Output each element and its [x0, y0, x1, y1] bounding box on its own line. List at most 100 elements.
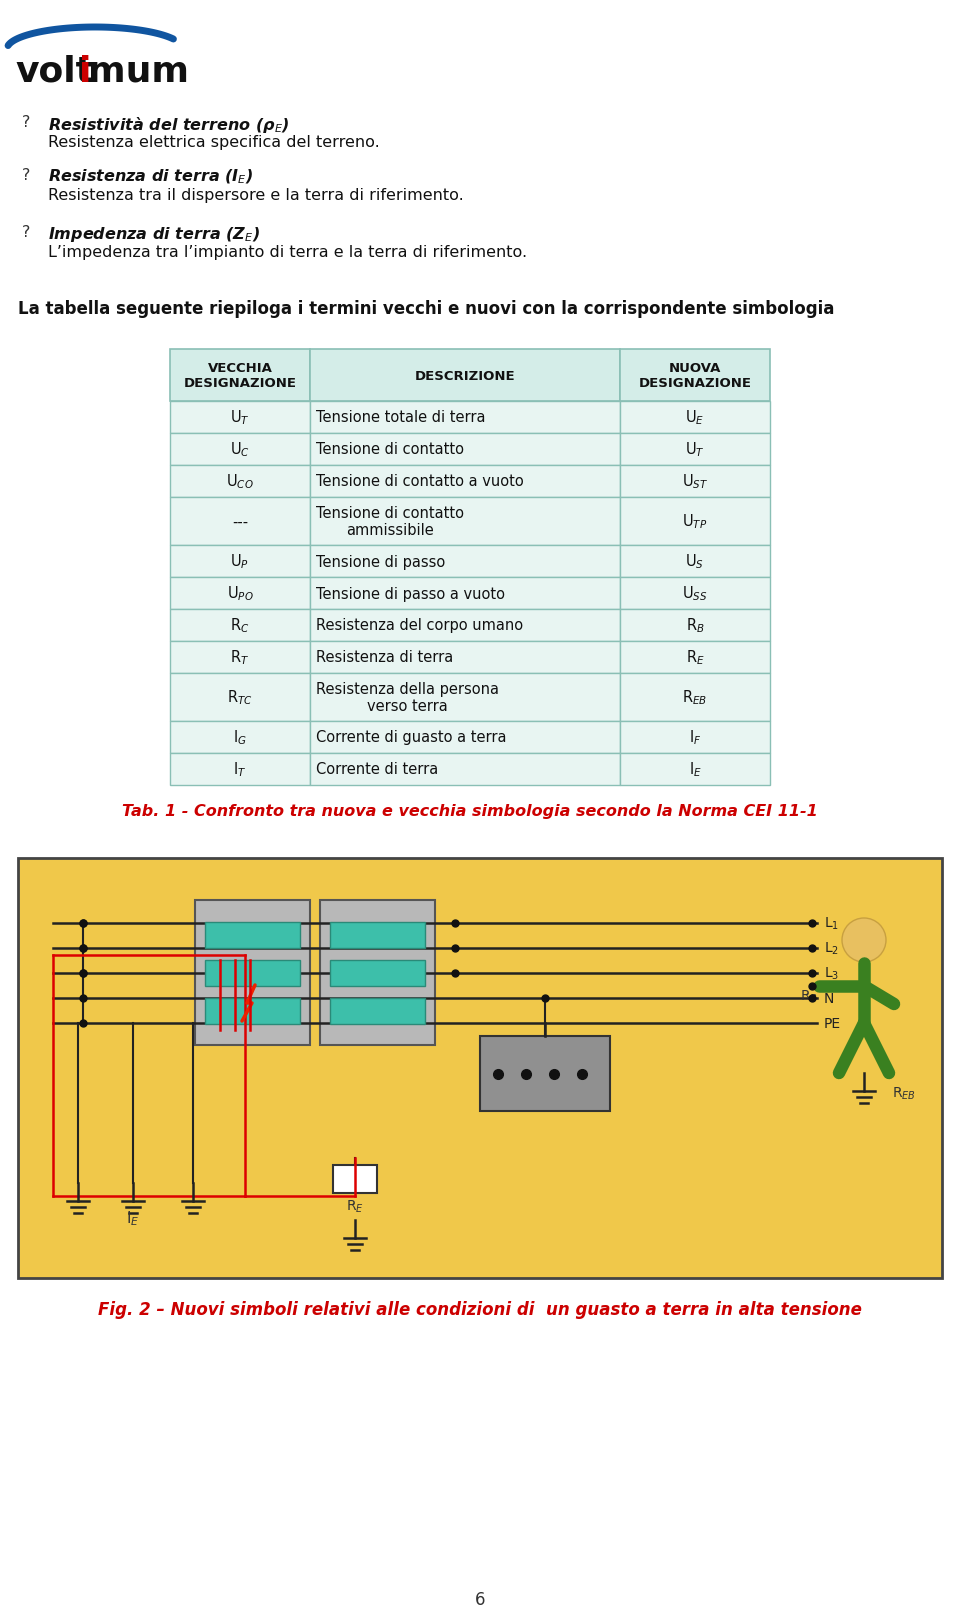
Text: U$_S$: U$_S$ [685, 552, 705, 571]
Bar [310, 545, 620, 578]
Bar [330, 961, 425, 987]
Bar [620, 674, 770, 722]
Bar [195, 901, 310, 1045]
Text: VECCHIA
DESIGNAZIONE: VECCHIA DESIGNAZIONE [183, 362, 297, 390]
Text: U$_{ST}$: U$_{ST}$ [682, 472, 708, 492]
Text: Tensione di contatto
ammissibile: Tensione di contatto ammissibile [316, 505, 464, 537]
Text: Resistenza di terra: Resistenza di terra [316, 651, 453, 665]
Text: U$_T$: U$_T$ [685, 440, 705, 459]
Text: Tensione di passo a vuoto: Tensione di passo a vuoto [316, 586, 505, 601]
Text: I$_F$: I$_F$ [688, 729, 701, 747]
Text: U$_{SS}$: U$_{SS}$ [683, 584, 708, 604]
Bar [310, 351, 620, 403]
Text: L$_3$: L$_3$ [824, 966, 839, 982]
Text: Tab. 1 - Confronto tra nuova e vecchia simbologia secondo la Norma CEI 11-1: Tab. 1 - Confronto tra nuova e vecchia s… [122, 803, 818, 818]
Text: R$_T$: R$_T$ [230, 648, 250, 667]
Circle shape [842, 919, 886, 962]
Text: volt: volt [15, 55, 93, 89]
Text: U$_T$: U$_T$ [230, 409, 250, 427]
Bar [330, 998, 425, 1024]
Text: i: i [79, 55, 91, 89]
Text: 6: 6 [475, 1591, 485, 1608]
Bar [310, 722, 620, 753]
Text: R$_E$: R$_E$ [346, 1198, 364, 1214]
Bar [310, 498, 620, 545]
Text: L$_2$: L$_2$ [824, 940, 839, 956]
Bar [620, 545, 770, 578]
Bar [205, 922, 300, 948]
Bar [170, 433, 310, 466]
Bar [205, 961, 300, 987]
Bar [310, 753, 620, 786]
Bar [170, 578, 310, 610]
Text: Resistività del terreno (ρ$_E$): Resistività del terreno (ρ$_E$) [48, 115, 290, 135]
Text: Resistenza di terra (I$_E$): Resistenza di terra (I$_E$) [48, 167, 253, 187]
Text: I$_E$: I$_E$ [127, 1209, 139, 1227]
Bar [320, 901, 435, 1045]
Text: I$_G$: I$_G$ [233, 729, 247, 747]
Text: U$_{TP}$: U$_{TP}$ [683, 513, 708, 531]
Text: I$_T$: I$_T$ [233, 760, 247, 779]
Text: U$_P$: U$_P$ [230, 552, 250, 571]
Bar [310, 403, 620, 433]
Text: R$_E$: R$_E$ [685, 648, 705, 667]
Text: R$_{TC}$: R$_{TC}$ [228, 688, 252, 708]
Bar [620, 466, 770, 498]
Bar [310, 674, 620, 722]
Bar [310, 578, 620, 610]
Text: Tensione di passo: Tensione di passo [316, 553, 445, 570]
Bar [170, 498, 310, 545]
Text: mum: mum [88, 55, 189, 89]
Text: Fig. 2 – Nuovi simboli relativi alle condizioni di  un guasto a terra in alta te: Fig. 2 – Nuovi simboli relativi alle con… [98, 1300, 862, 1318]
Text: R$_B$: R$_B$ [800, 988, 818, 1005]
Text: U$_{PO}$: U$_{PO}$ [227, 584, 253, 604]
Text: La tabella seguente riepiloga i termini vecchi e nuovi con la corrispondente sim: La tabella seguente riepiloga i termini … [18, 300, 834, 318]
Text: Impedenza di terra (Z$_E$): Impedenza di terra (Z$_E$) [48, 226, 260, 243]
Text: Resistenza elettrica specifica del terreno.: Resistenza elettrica specifica del terre… [48, 135, 380, 149]
Bar [170, 466, 310, 498]
Text: N: N [824, 992, 834, 1005]
Bar [620, 498, 770, 545]
Bar [170, 610, 310, 641]
Text: R$_{EB}$: R$_{EB}$ [683, 688, 708, 708]
Text: R$_{EB}$: R$_{EB}$ [892, 1086, 916, 1102]
Bar [620, 578, 770, 610]
Text: ?: ? [22, 226, 31, 240]
Text: Resistenza tra il dispersore e la terra di riferimento.: Resistenza tra il dispersore e la terra … [48, 188, 464, 203]
Text: U$_{CO}$: U$_{CO}$ [227, 472, 253, 492]
Text: R$_C$: R$_C$ [230, 617, 250, 635]
Text: L’impedenza tra l’impianto di terra e la terra di riferimento.: L’impedenza tra l’impianto di terra e la… [48, 245, 527, 260]
Bar [620, 722, 770, 753]
Bar [310, 433, 620, 466]
Text: Resistenza della persona
verso terra: Resistenza della persona verso terra [316, 682, 499, 714]
Bar [620, 610, 770, 641]
Text: Resistenza del corpo umano: Resistenza del corpo umano [316, 618, 523, 633]
Bar [170, 545, 310, 578]
Bar [205, 998, 300, 1024]
Bar [480, 1037, 610, 1112]
Text: ?: ? [22, 167, 31, 183]
Text: I$_E$: I$_E$ [688, 760, 702, 779]
Bar [170, 641, 310, 674]
Text: U$_E$: U$_E$ [685, 409, 705, 427]
Text: DESCRIZIONE: DESCRIZIONE [415, 370, 516, 383]
Text: ---: --- [232, 514, 248, 529]
Bar [170, 722, 310, 753]
Text: ?: ? [22, 115, 31, 130]
Text: NUOVA
DESIGNAZIONE: NUOVA DESIGNAZIONE [638, 362, 752, 390]
Text: Corrente di terra: Corrente di terra [316, 763, 439, 777]
Bar [18, 859, 942, 1279]
Bar [170, 351, 310, 403]
Bar [620, 753, 770, 786]
Text: R$_B$: R$_B$ [685, 617, 705, 635]
Bar [170, 674, 310, 722]
Text: Tensione totale di terra: Tensione totale di terra [316, 411, 486, 425]
Bar [620, 433, 770, 466]
Text: PE: PE [824, 1016, 841, 1031]
Text: L$_1$: L$_1$ [824, 915, 839, 932]
Text: Tensione di contatto a vuoto: Tensione di contatto a vuoto [316, 474, 524, 489]
Text: U$_C$: U$_C$ [230, 440, 250, 459]
Bar [333, 1165, 377, 1193]
Text: Corrente di guasto a terra: Corrente di guasto a terra [316, 730, 507, 745]
Bar [310, 641, 620, 674]
